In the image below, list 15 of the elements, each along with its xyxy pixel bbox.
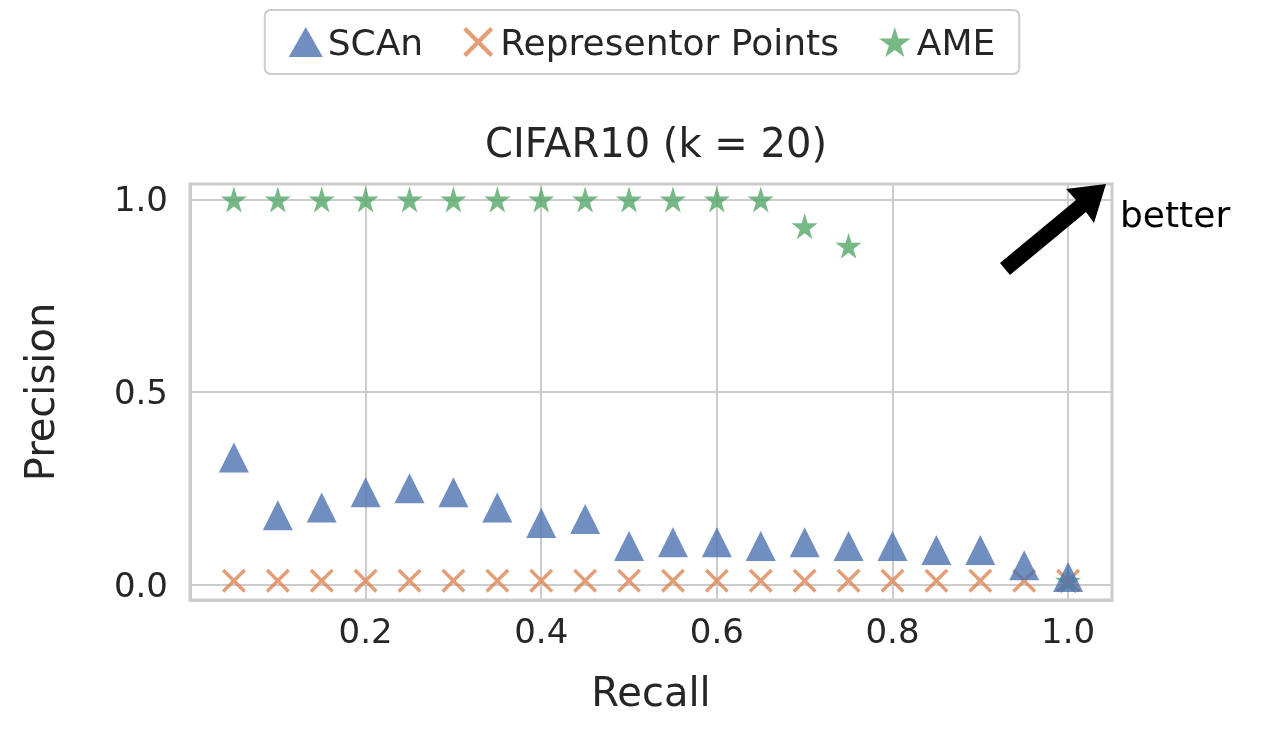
legend-label: Representor Points [500, 21, 839, 63]
y-tick-label: 1.0 [113, 179, 168, 220]
y-tick-label: 0.0 [113, 564, 168, 605]
y-axis-title: Precision [17, 302, 63, 482]
legend-label: AME [916, 21, 996, 63]
y-tick-label: 0.5 [113, 372, 168, 412]
x-tick-label: 0.4 [514, 611, 569, 651]
x-tick-label: 0.2 [338, 611, 393, 651]
chart-title: CIFAR10 (k = 20) [484, 120, 828, 166]
text: better [1120, 193, 1231, 235]
legend-label: SCAn [327, 21, 424, 63]
x-axis-title: Recall [591, 669, 711, 715]
x-tick-label: 0.8 [865, 611, 920, 651]
x-tick-label: 0.6 [689, 611, 744, 651]
x-tick-label: 1.0 [1041, 611, 1096, 651]
